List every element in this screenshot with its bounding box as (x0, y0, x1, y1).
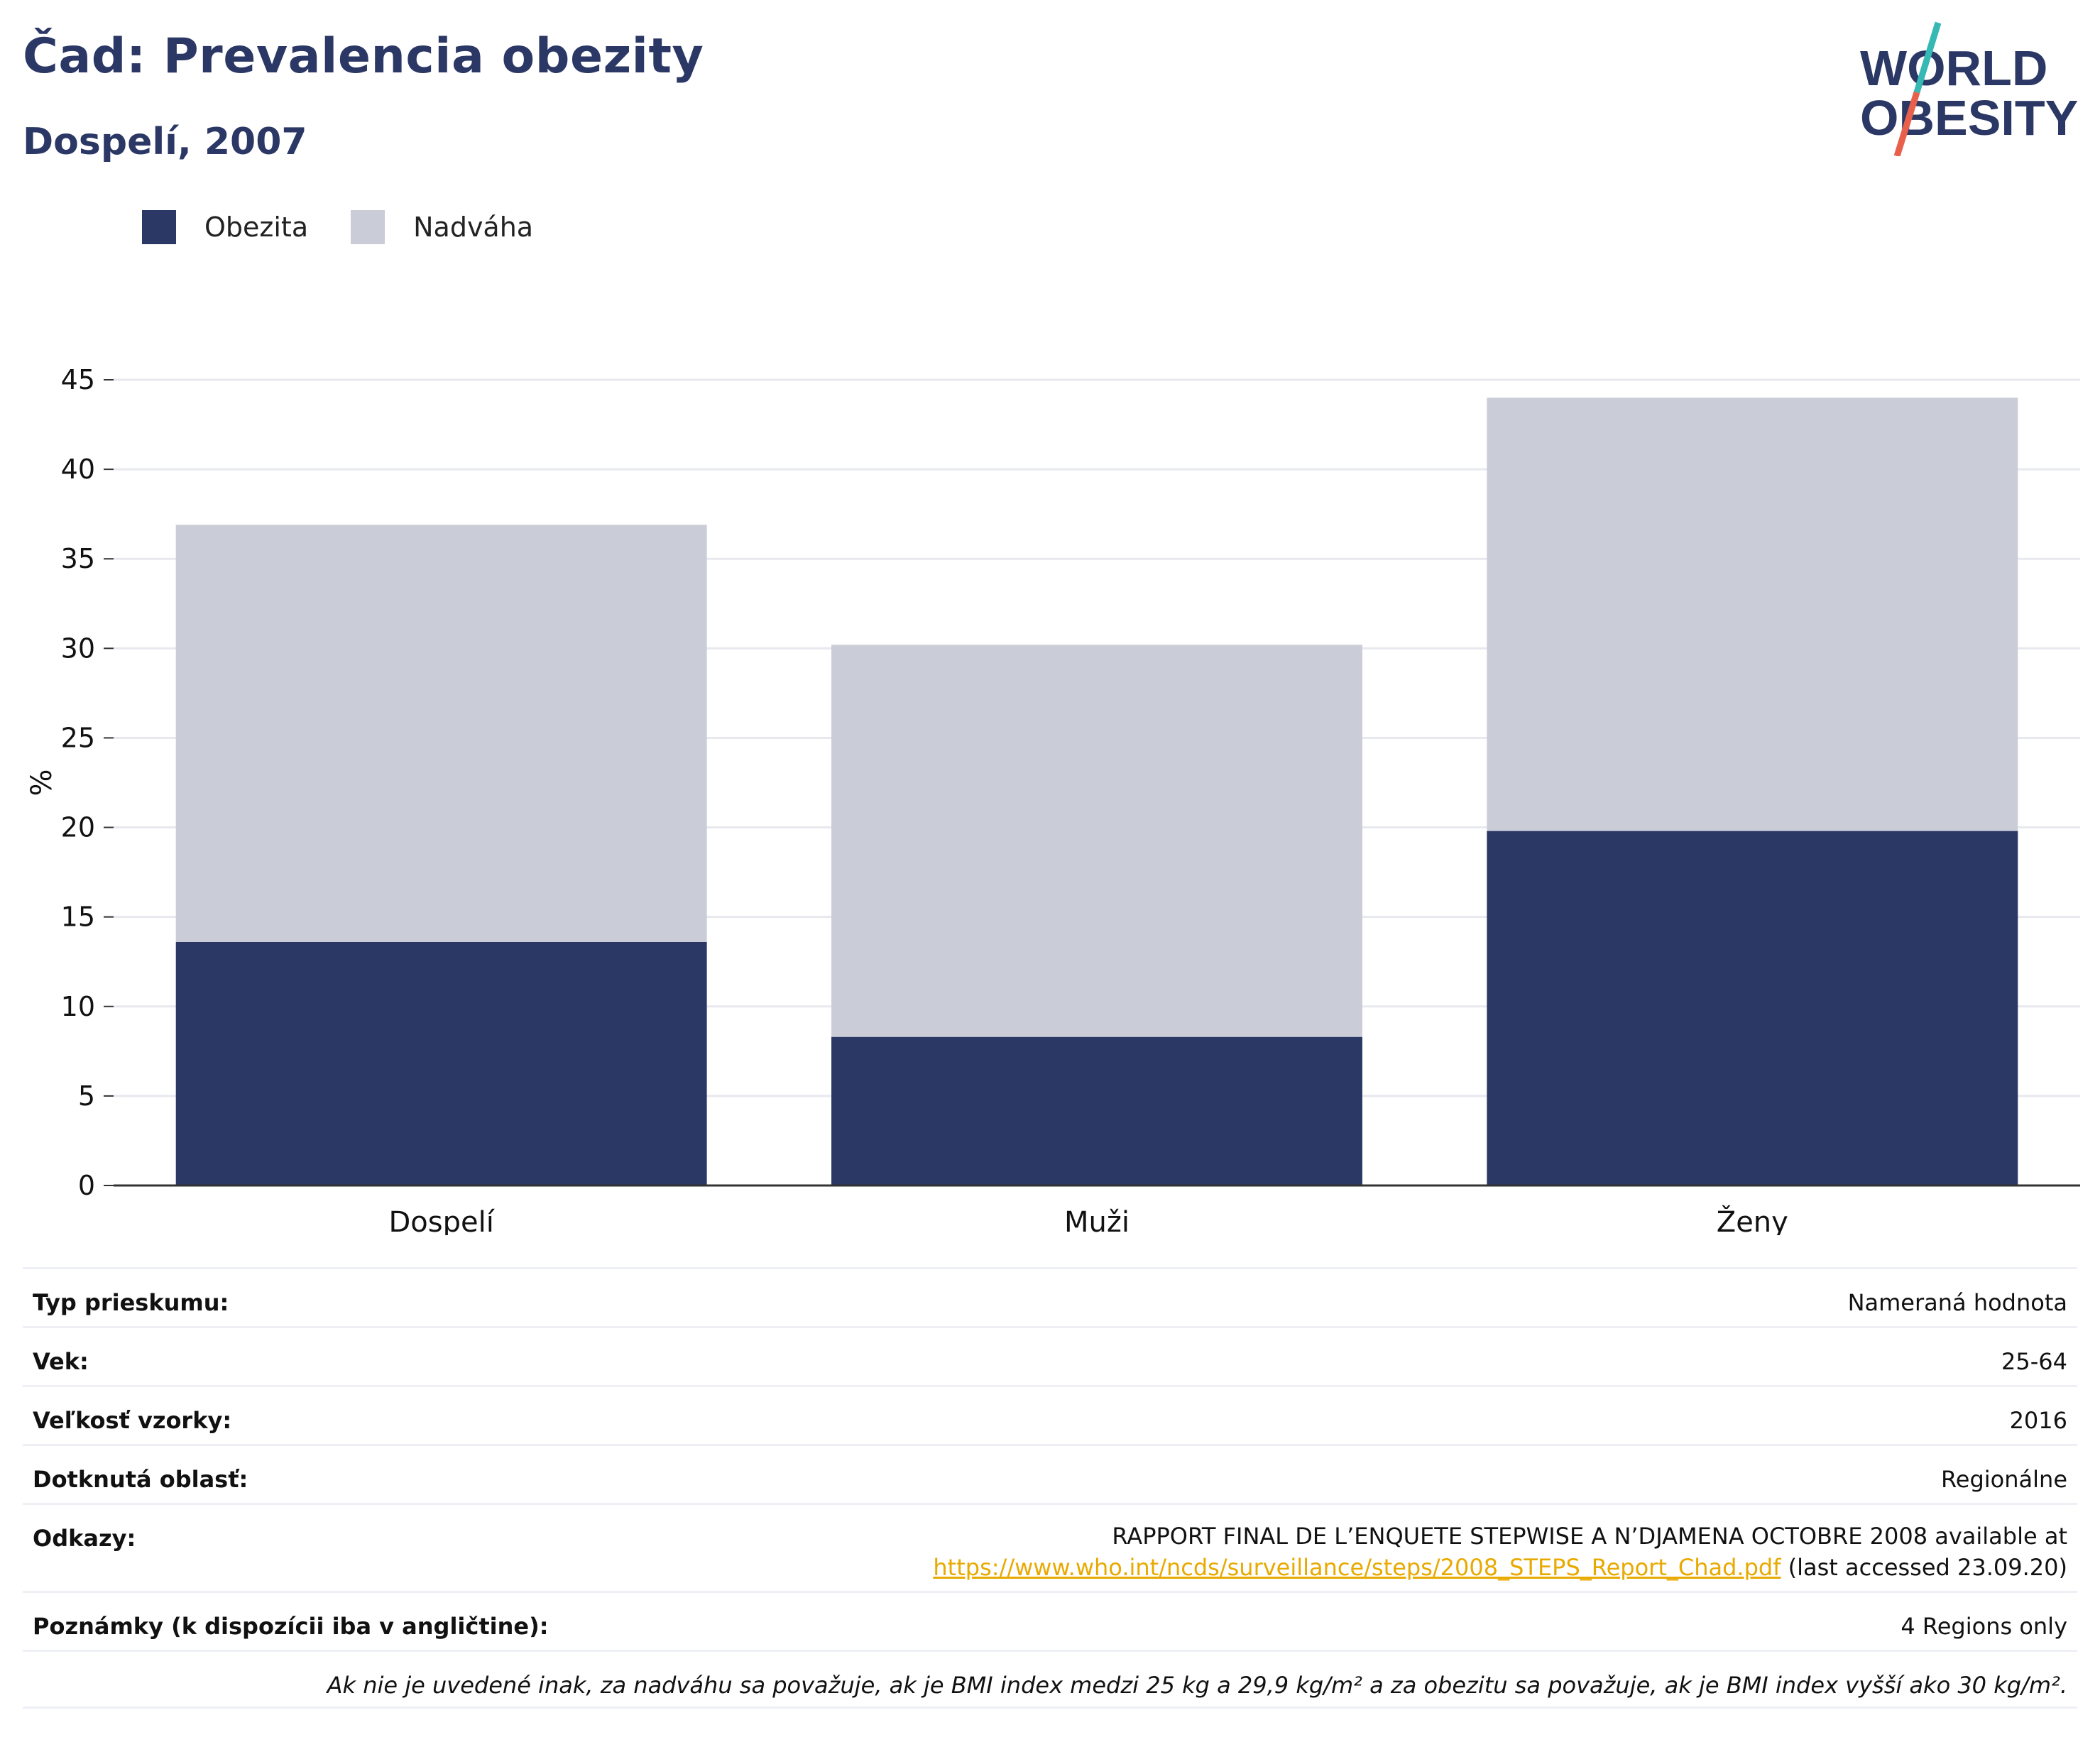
y-tick-label: 35 (61, 543, 95, 574)
logo-line1: WORLD (1860, 40, 2047, 96)
legend-label-overweight: Nadváha (413, 212, 534, 243)
info-value: 25-64 (2001, 1348, 2067, 1375)
y-tick-label: 40 (61, 454, 95, 485)
notes-row: Poznámky (k dispozícii iba v angličtine)… (23, 1591, 2077, 1650)
legend-label-obesity: Obezita (204, 212, 309, 243)
info-row: Veľkosť vzorky: 2016 (23, 1385, 2077, 1444)
x-tick-label: Muži (1064, 1206, 1130, 1235)
info-key: Veľkosť vzorky: (33, 1407, 232, 1434)
y-tick-label: 5 (78, 1080, 95, 1112)
x-tick-label: Ženy (1717, 1205, 1788, 1235)
references-suffix: (last accessed 23.09.20) (1781, 1554, 2067, 1581)
x-tick-label: Dospelí (388, 1206, 495, 1235)
info-key: Vek: (33, 1348, 89, 1375)
logo-line2: OBESITY (1860, 90, 2078, 146)
chart-subtitle: Dospelí, 2007 (23, 121, 307, 163)
info-row: Typ prieskumu: Nameraná hodnota (23, 1267, 2077, 1326)
world-obesity-logo: WORLD OBESITY (1860, 21, 2078, 156)
references-key: Odkazy: (33, 1525, 136, 1552)
y-axis-label: % (26, 769, 58, 796)
notes-key: Poznámky (k dispozícii iba v angličtine)… (33, 1613, 549, 1640)
legend-item-obesity[interactable]: Obezita (142, 210, 308, 244)
references-row: Odkazy: RAPPORT FINAL DE L’ENQUETE STEPW… (23, 1503, 2077, 1591)
legend-item-overweight[interactable]: Nadváha (351, 210, 533, 244)
y-tick-label: 30 (61, 632, 95, 664)
bar-obesity (831, 1036, 1362, 1185)
legend-swatch-overweight (351, 210, 385, 244)
y-tick-label: 20 (61, 812, 95, 843)
info-value: 2016 (2009, 1407, 2067, 1434)
info-value: Regionálne (1940, 1466, 2067, 1493)
bar-overweight (175, 525, 707, 942)
y-tick-label: 10 (61, 991, 95, 1022)
bar-obesity (175, 941, 707, 1185)
info-key: Dotknutá oblasť: (33, 1466, 248, 1493)
references-link[interactable]: https://www.who.int/ncds/surveillance/st… (933, 1554, 1781, 1581)
bar-overweight (831, 645, 1362, 1037)
bar-obesity (1487, 831, 2018, 1185)
logo-slash-coral (1893, 91, 1920, 156)
chart-title: Čad: Prevalencia obezity (23, 28, 704, 84)
stacked-bar-chart: 0 5 10 15 20 25 30 35 40 45% Dospelí Muži Ženy (26, 364, 2080, 1235)
references-value: RAPPORT FINAL DE L’ENQUETE STEPWISE A N’… (933, 1521, 2067, 1583)
y-tick-label: 15 (61, 902, 95, 933)
references-text: RAPPORT FINAL DE L’ENQUETE STEPWISE A N’… (1112, 1523, 2067, 1550)
y-tick-label: 0 (78, 1170, 95, 1201)
y-tick-label: 25 (61, 722, 95, 753)
bar-overweight (1487, 398, 2018, 831)
info-key: Typ prieskumu: (33, 1289, 229, 1316)
logo-slash-teal (1913, 21, 1942, 94)
survey-info-table: Typ prieskumu: Nameraná hodnota Vek: 25-… (23, 1267, 2077, 1709)
notes-value: 4 Regions only (1901, 1613, 2067, 1640)
legend-swatch-obesity (142, 210, 176, 244)
bmi-footnote: Ak nie je uvedené inak, za nadváhu sa po… (23, 1650, 2077, 1709)
y-tick-label: 45 (61, 364, 95, 395)
info-row: Vek: 25-64 (23, 1326, 2077, 1385)
legend: Obezita Nadváha (142, 206, 576, 248)
info-value: Nameraná hodnota (1847, 1289, 2067, 1316)
info-row: Dotknutá oblasť: Regionálne (23, 1444, 2077, 1503)
